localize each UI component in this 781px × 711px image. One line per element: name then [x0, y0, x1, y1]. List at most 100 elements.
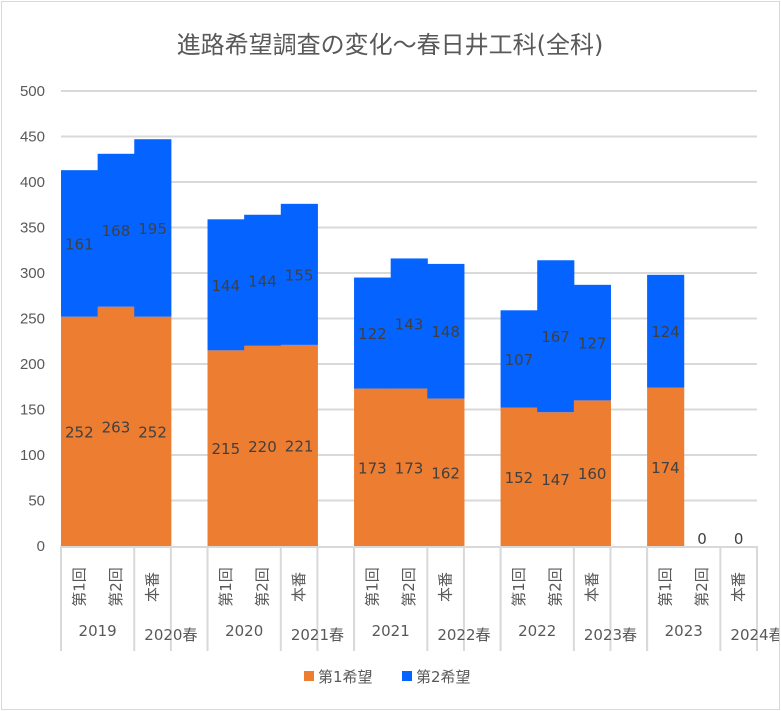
category-tick-label: 第1回: [70, 567, 88, 607]
group-label-spring: 2022春: [437, 626, 490, 644]
data-label: 155: [285, 266, 314, 284]
bar-segment-first[interactable]: [500, 407, 538, 546]
category-tick-label: 本番: [290, 572, 308, 602]
category-tick-label: 本番: [437, 572, 455, 602]
group-label-year: 2020: [225, 622, 263, 640]
data-label: 220: [248, 438, 277, 456]
bar-segment-second[interactable]: [390, 258, 428, 389]
data-label: 252: [65, 423, 94, 441]
group-label-year: 2021: [372, 622, 410, 640]
data-label: 173: [395, 459, 424, 477]
category-tick-label: 本番: [730, 572, 748, 602]
data-label: 161: [65, 235, 94, 253]
y-tick-label: 450: [20, 129, 45, 146]
bars: [61, 139, 685, 546]
group-label-spring: 2024春: [730, 626, 779, 644]
bar-segment-second[interactable]: [244, 214, 282, 346]
chart-title: 進路希望調査の変化～春日井工科(全科): [177, 31, 604, 59]
data-label: 167: [541, 328, 570, 346]
data-label: 148: [431, 323, 460, 341]
category-tick-label: 第1回: [510, 567, 528, 607]
y-tick-label: 200: [20, 356, 45, 373]
bar-segment-first[interactable]: [647, 387, 685, 546]
bar-segment-first[interactable]: [97, 306, 135, 546]
data-label: 173: [358, 459, 387, 477]
data-label: 143: [395, 316, 424, 334]
bar-segment-second[interactable]: [647, 274, 685, 388]
data-label: 124: [651, 323, 680, 341]
bar-segment-first[interactable]: [427, 398, 465, 546]
bar-segment-second[interactable]: [537, 260, 575, 413]
category-tick-label: 第2回: [107, 567, 125, 607]
group-label-spring: 2021春: [291, 626, 344, 644]
category-tick-label: 第2回: [693, 567, 711, 607]
y-tick-label: 300: [20, 265, 45, 282]
data-label: 144: [212, 277, 241, 295]
data-label: 195: [138, 220, 167, 238]
y-tick-label: 50: [28, 493, 45, 510]
data-label: 174: [651, 459, 680, 477]
category-tick-label: 第2回: [253, 567, 271, 607]
legend-swatch-second: [402, 671, 412, 681]
data-label: 215: [212, 440, 241, 458]
bar-segment-second[interactable]: [573, 284, 611, 401]
data-label: 0: [697, 530, 707, 548]
bar-segment-first[interactable]: [537, 412, 575, 546]
bar-segment-first[interactable]: [134, 316, 172, 546]
y-tick-label: 100: [20, 447, 45, 464]
y-tick-label: 250: [20, 311, 45, 328]
y-axis-tick-labels: 0 50 100 150 200 250 300 350 400 450 500: [20, 83, 45, 555]
y-tick-label: 0: [37, 538, 45, 555]
legend-label-second: 第2希望: [416, 668, 471, 686]
category-tick-label: 本番: [144, 572, 162, 602]
group-label-year: 2022: [518, 622, 556, 640]
bar-segment-second[interactable]: [500, 310, 538, 408]
data-label: 144: [248, 272, 277, 290]
data-label: 107: [505, 351, 534, 369]
data-label: 252: [138, 423, 167, 441]
bar-segment-second[interactable]: [97, 153, 135, 307]
category-tick-label: 第1回: [217, 567, 235, 607]
bar-segment-first[interactable]: [207, 350, 245, 546]
bar-segment-first[interactable]: [354, 388, 392, 546]
category-tick-label: 本番: [583, 572, 601, 602]
category-tick-label: 第1回: [656, 567, 674, 607]
legend-item-first[interactable]: 第1希望: [304, 668, 373, 686]
group-label-year: 2023: [665, 622, 703, 640]
data-label: 122: [358, 325, 387, 343]
data-label: 0: [734, 530, 744, 548]
data-labels: 252 161 263 168 252 195 215 144 220 144 221 155 173 1…: [65, 220, 743, 548]
data-label: 147: [541, 471, 570, 489]
bar-segment-second[interactable]: [134, 139, 172, 317]
data-label: 162: [431, 464, 460, 482]
legend: 第1希望 第2希望: [304, 668, 471, 686]
y-tick-label: 350: [20, 220, 45, 237]
data-label: 127: [578, 335, 607, 353]
y-tick-label: 400: [20, 174, 45, 191]
data-label: 221: [285, 437, 314, 455]
data-label: 152: [505, 469, 534, 487]
bar-segment-second[interactable]: [61, 170, 99, 317]
bar-segment-first[interactable]: [390, 388, 428, 546]
group-label-year: 2019: [79, 622, 117, 640]
bar-segment-first[interactable]: [61, 316, 99, 546]
legend-label-first: 第1希望: [318, 668, 373, 686]
y-tick-label: 150: [20, 402, 45, 419]
data-label: 168: [102, 222, 131, 240]
bar-segment-first[interactable]: [280, 344, 318, 546]
legend-item-second[interactable]: 第2希望: [402, 668, 471, 686]
category-tick-label: 第2回: [547, 567, 565, 607]
bar-segment-second[interactable]: [280, 203, 318, 345]
bar-segment-second[interactable]: [354, 277, 392, 389]
group-label-spring: 2020春: [144, 626, 197, 644]
group-label-spring: 2023春: [584, 626, 637, 644]
bar-segment-second[interactable]: [207, 219, 245, 351]
bar-segment-second[interactable]: [427, 263, 465, 399]
category-tick-label: 第2回: [400, 567, 418, 607]
legend-swatch-first: [304, 671, 314, 681]
bar-segment-first[interactable]: [244, 345, 282, 546]
bar-segment-first[interactable]: [573, 400, 611, 546]
